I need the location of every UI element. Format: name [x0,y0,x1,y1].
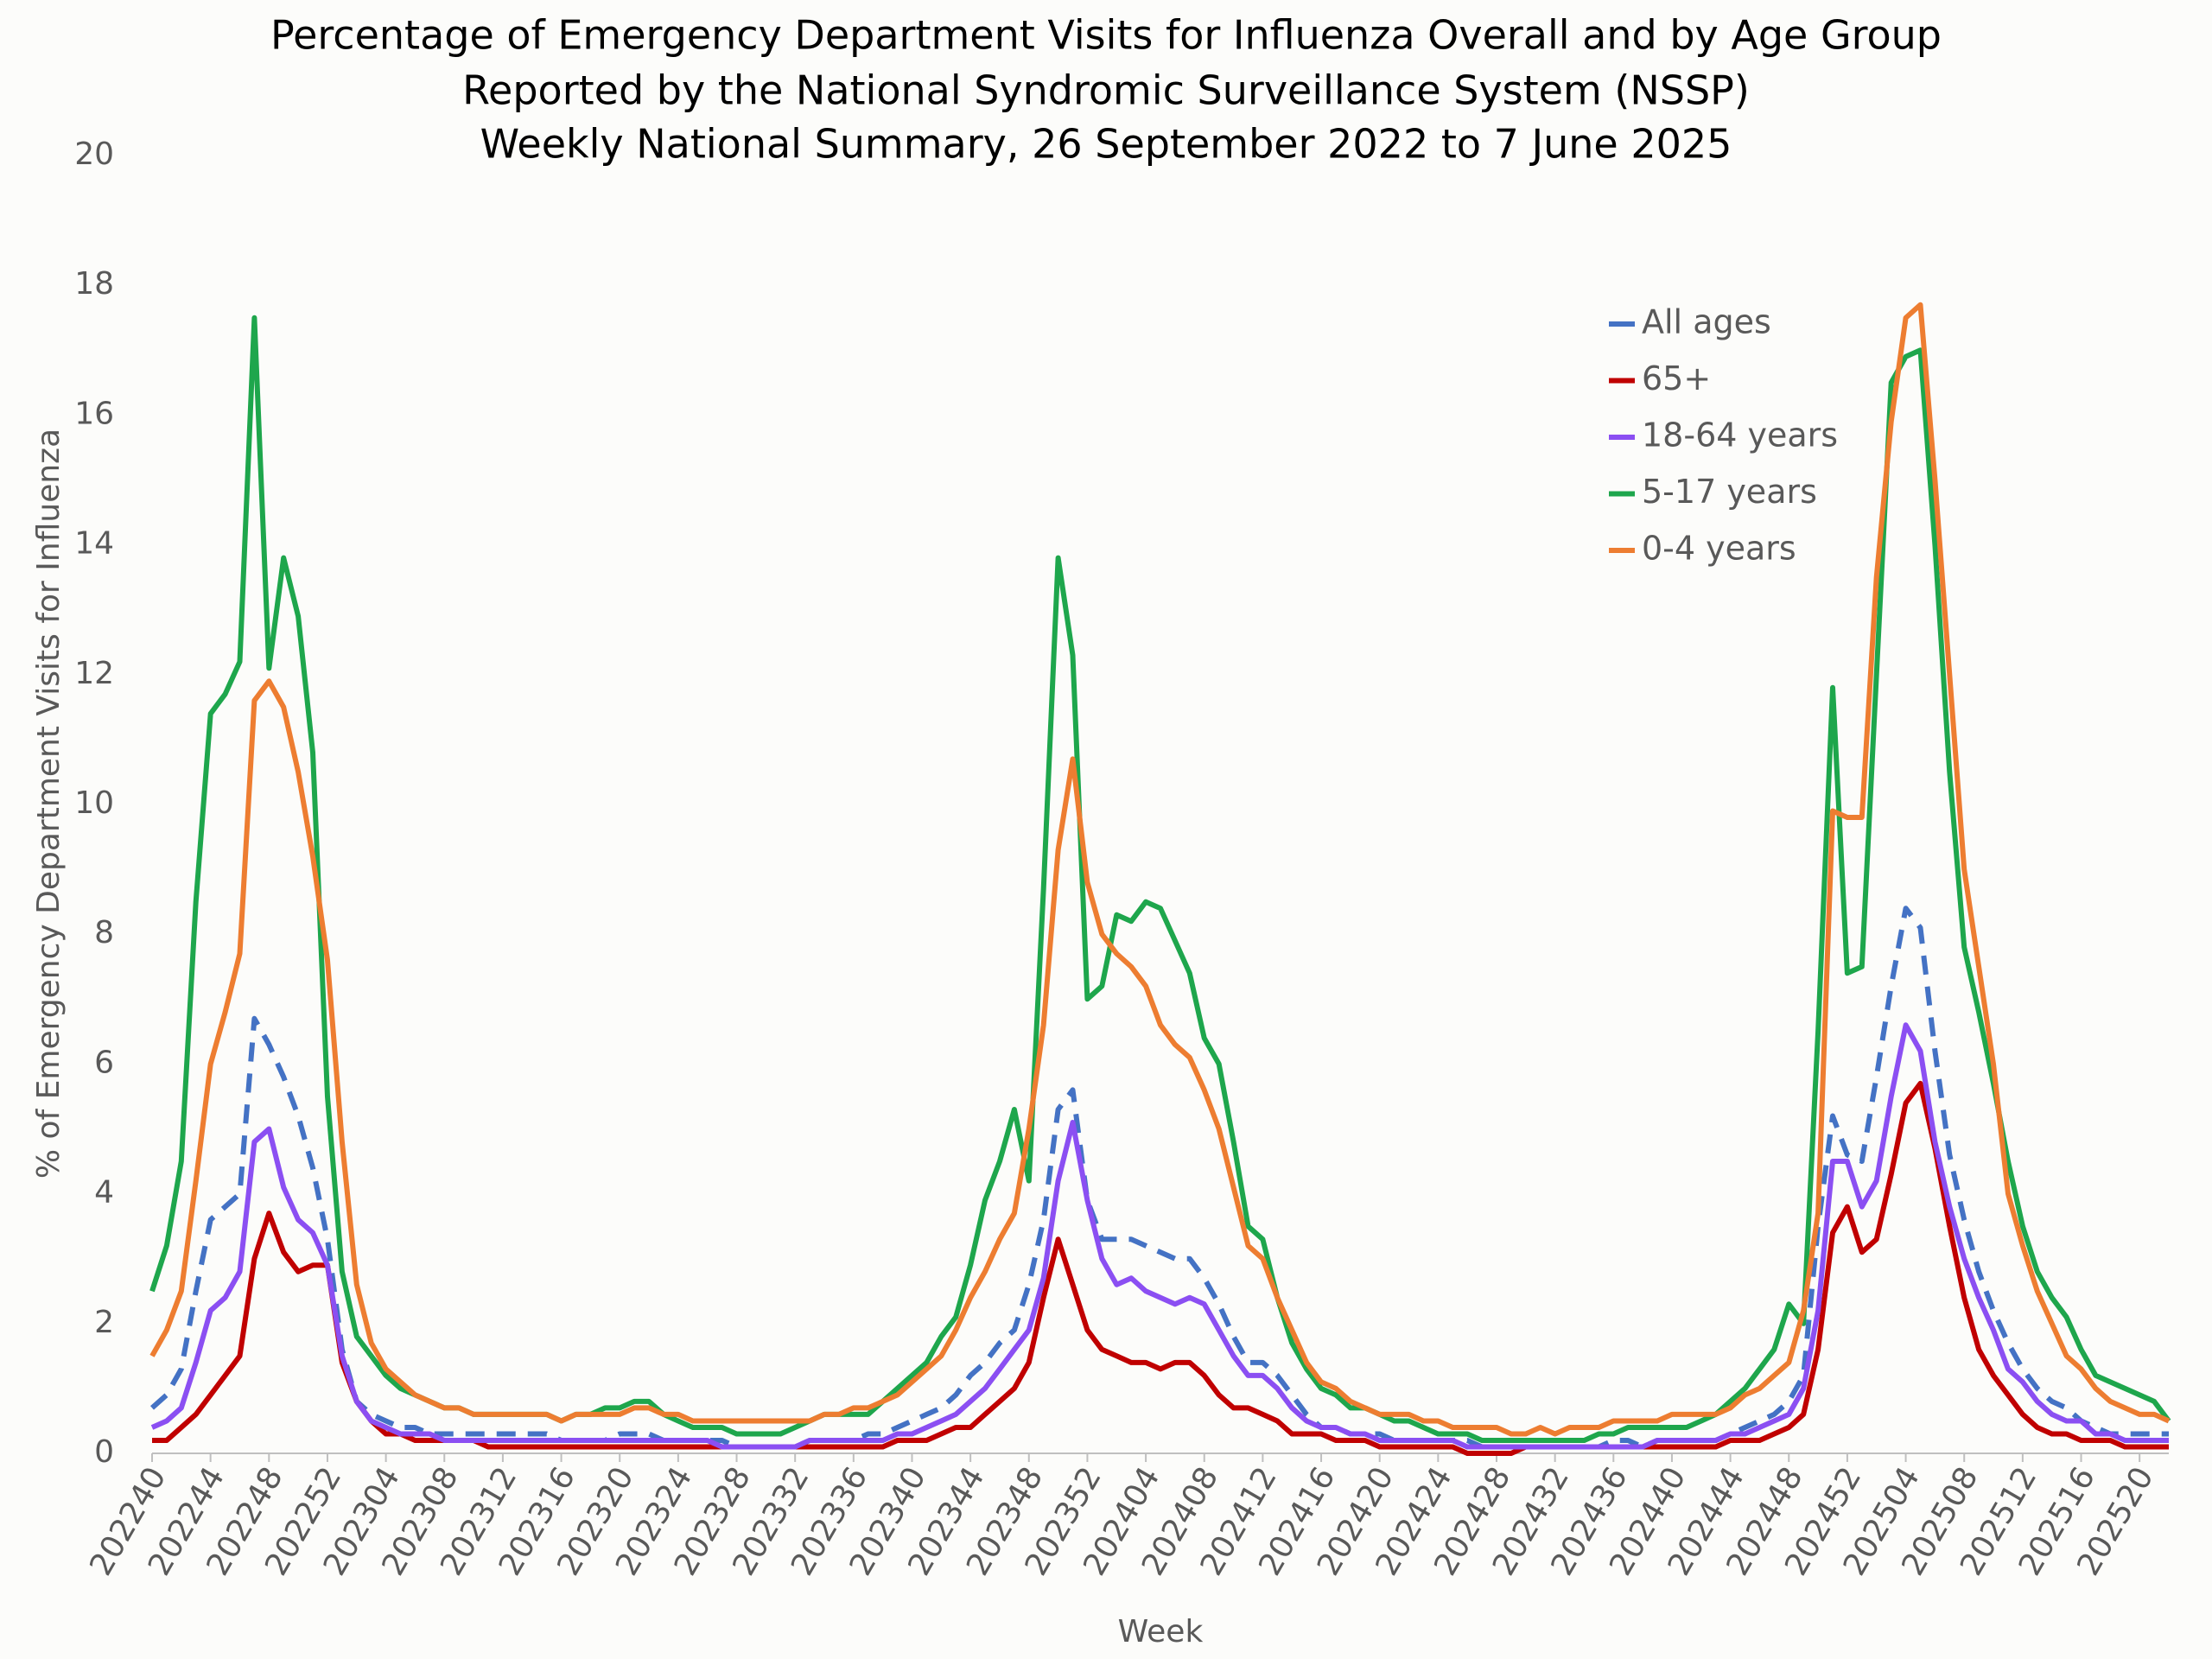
series-line [149,315,2171,1443]
legend-label: 18-64 years [1642,416,1838,454]
y-tick-label: 2 [94,1305,114,1340]
chart-subtitle: Reported by the National Syndromic Surve… [462,67,1750,114]
y-tick-label: 6 [94,1045,114,1080]
y-tick-label: 0 [94,1434,114,1470]
legend-label: 0-4 years [1642,530,1796,568]
chart-subtitle: Weekly National Summary, 26 September 20… [480,121,1732,168]
series-line [149,302,2171,1437]
y-tick-label: 4 [94,1175,114,1211]
series-line [152,1080,2169,1456]
y-tick-label: 8 [94,915,114,950]
x-axis-title: Week [1118,1614,1204,1649]
y-tick-label: 14 [74,526,114,562]
legend-label: 65+ [1642,359,1711,397]
series-line [150,906,2169,1450]
y-tick-label: 10 [74,785,114,821]
y-tick-label: 16 [74,396,114,431]
chart-title: Percentage of Emergency Department Visit… [270,12,1942,59]
y-axis-title: % of Emergency Department Visits for Inf… [31,429,67,1179]
legend-label: 5-17 years [1642,473,1817,511]
legend-label: All ages [1642,303,1771,341]
y-tick-label: 20 [74,137,114,172]
y-tick-label: 12 [74,656,114,691]
series-line [150,1022,2169,1450]
y-tick-label: 18 [74,266,114,302]
